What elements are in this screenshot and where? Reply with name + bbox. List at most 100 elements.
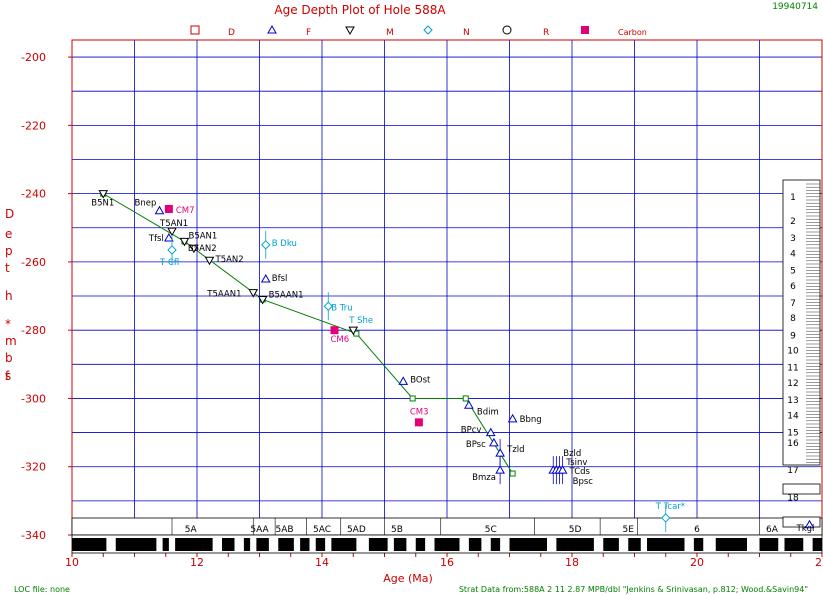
- datum-label: T5AN1: [159, 219, 188, 229]
- datum-markers: B5N1 Bnep CM7 T5AN1 Tfsl B5AN1 T Cfl B5AN2T5AN2…: [91, 190, 814, 534]
- filled-square-icon: [581, 26, 589, 34]
- datum-n: T Tcar*: [655, 502, 685, 532]
- datum-label: B5AN1: [189, 231, 218, 241]
- polarity-normal-block: [368, 538, 388, 551]
- chron-label: 5D: [569, 525, 582, 535]
- core-label: 16: [787, 439, 799, 449]
- datum-m: T5AN2: [204, 255, 244, 266]
- inverted-triangle-icon: [345, 26, 355, 36]
- core-label: 10: [787, 347, 799, 357]
- legend-label: M: [386, 28, 394, 38]
- datum-m: B5AAN1: [257, 290, 304, 305]
- datum-label: T5AAN1: [206, 290, 241, 300]
- datum-label: Bmza: [472, 473, 496, 483]
- date-code: 19940714: [772, 2, 818, 12]
- filled-square-icon: [330, 326, 339, 335]
- y-label-char: p: [5, 244, 13, 258]
- open-diamond-icon: [661, 513, 671, 523]
- datum-carbon: CM7: [164, 204, 195, 216]
- legend-label: Carbon: [618, 28, 647, 37]
- inverted-triangle-icon: [98, 190, 109, 199]
- datum-label: CM6: [331, 335, 350, 345]
- x-tick-label: 16: [440, 556, 454, 569]
- polarity-normal-block: [278, 538, 294, 551]
- y-label-char: m: [5, 334, 17, 348]
- datum-label: Bpsc: [573, 477, 594, 487]
- chron-label: 5A: [185, 525, 198, 535]
- x-tick-label: 22: [815, 556, 823, 569]
- polarity-normal-block: [175, 538, 213, 551]
- open-square-icon: [190, 25, 200, 35]
- core-label: 18: [787, 493, 799, 503]
- datum-label: B5N1: [91, 199, 114, 209]
- open-diamond-icon: [323, 301, 333, 311]
- y-tick-label: -240: [21, 188, 46, 201]
- polarity-normal-block: [393, 538, 407, 551]
- y-tick-label: -200: [21, 51, 46, 64]
- datum-m: B5N1: [91, 190, 114, 209]
- open-triangle-icon: [495, 465, 505, 474]
- datum-f: Bmza: [472, 456, 505, 485]
- chart-title: Age Depth Plot of Hole 588A: [274, 3, 446, 17]
- core-label: 5: [790, 266, 796, 276]
- legend: D F M N R Carbon: [190, 24, 647, 38]
- polarity-normal-block: [300, 538, 310, 551]
- open-diamond-icon: [167, 245, 177, 255]
- legend-label: R: [543, 28, 549, 38]
- datum-label: Tsinv: [565, 458, 587, 468]
- polarity-normal-block: [468, 538, 482, 551]
- open-circle-icon: [502, 25, 512, 35]
- y-label-char: f: [5, 369, 10, 383]
- core-box-17: [782, 483, 821, 495]
- core-label: 11: [787, 364, 798, 374]
- x-tick-label: 18: [565, 556, 579, 569]
- datum-label: BOst: [410, 375, 431, 385]
- core-label: 9: [790, 331, 796, 341]
- polarity-normal-block: [222, 538, 235, 551]
- core-label: 2: [790, 217, 796, 227]
- filled-square-icon: [164, 204, 173, 213]
- core-label: 15: [787, 429, 798, 439]
- y-tick-label: -320: [21, 461, 46, 474]
- y-label-char: *: [5, 317, 11, 331]
- open-triangle-icon: [267, 24, 277, 34]
- polarity-normal-block: [759, 538, 779, 551]
- inverted-triangle-icon: [345, 26, 355, 36]
- inverted-triangle-icon: [167, 227, 177, 237]
- datum-label: T Cfl: [159, 258, 179, 268]
- open-diamond-icon: [261, 240, 271, 250]
- chron-label: 5AA: [250, 525, 269, 535]
- datum-label: T Tcar*: [655, 502, 685, 512]
- datum-label: BPsc: [466, 440, 486, 450]
- x-tick-label: 12: [190, 556, 204, 569]
- datum-label: Bzld: [563, 449, 581, 459]
- datum-label: T5AN2: [215, 255, 244, 265]
- polarity-normal-block: [243, 538, 251, 551]
- core-label: 4: [790, 249, 796, 259]
- polarity-normal-block: [434, 538, 460, 551]
- polarity-normal-block: [715, 538, 747, 551]
- polarity-normal-block: [647, 538, 685, 551]
- core-box: [782, 179, 821, 466]
- datum-m: T She: [348, 316, 373, 336]
- core-label: 8: [790, 314, 796, 324]
- open-triangle-icon: [485, 427, 496, 437]
- open-triangle-icon: [489, 437, 499, 447]
- datum-label: B5AN2: [188, 244, 217, 254]
- datum-label: B Dku: [272, 239, 297, 249]
- y-tick-label: -280: [21, 324, 46, 337]
- datum-f: BOst: [398, 375, 431, 385]
- datum-n: B Dku: [261, 230, 297, 259]
- datum-label: Tfsl: [148, 234, 164, 244]
- y-label-char: b: [5, 351, 13, 365]
- polarity-chron-band: 5A 5AA 5AB 5AC 5AD 5B 5C 5D 5E 6 6A: [71, 517, 823, 554]
- inverted-triangle-icon: [179, 237, 190, 247]
- polarity-normal-block: [603, 538, 619, 551]
- open-triangle-icon: [464, 400, 474, 409]
- open-diamond-icon: [423, 25, 433, 35]
- datum-label: B5AAN1: [269, 290, 304, 300]
- chron-label: 5E: [623, 525, 635, 535]
- core-label: 1: [790, 193, 796, 203]
